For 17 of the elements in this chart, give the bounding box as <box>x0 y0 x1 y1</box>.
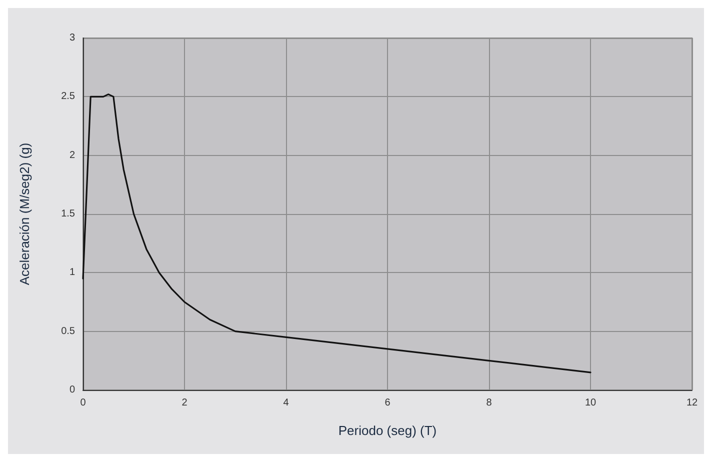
y-tick-label: 2.5 <box>61 91 76 102</box>
x-tick-label: 12 <box>686 398 698 408</box>
x-axis-title: Periodo (seg) (T) <box>338 423 437 438</box>
y-tick-label: 1 <box>69 267 76 278</box>
x-tick-label: 4 <box>283 398 290 408</box>
y-tick-label: 3 <box>69 32 76 44</box>
x-tick-label: 2 <box>182 398 188 408</box>
line-series <box>82 94 592 374</box>
y-tick-label: 1.5 <box>61 208 76 220</box>
x-tick-label: 6 <box>384 398 391 408</box>
y-axis-title: Aceleración (M/seg2) (g) <box>17 142 32 286</box>
y-tick-label: 2 <box>69 150 76 161</box>
y-tick-label: 0 <box>69 384 76 396</box>
x-tick-label: 0 <box>80 398 86 408</box>
y-tick-label: 0.5 <box>61 326 76 337</box>
x-tick-label: 10 <box>584 398 596 408</box>
x-tick-label: 8 <box>486 398 492 408</box>
